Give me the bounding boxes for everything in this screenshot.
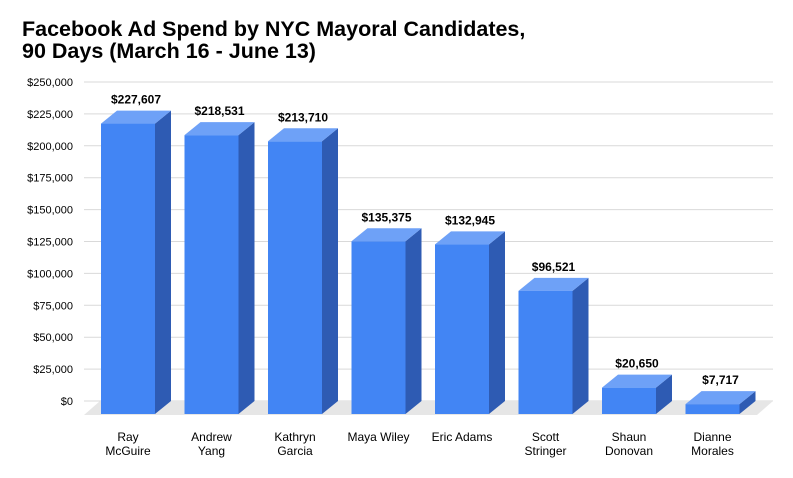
bar-top — [184, 122, 255, 136]
floor-plane — [84, 401, 773, 415]
bar — [101, 110, 171, 414]
data-label: $20,650 — [615, 357, 659, 371]
x-tick-label-line: Scott — [532, 430, 560, 444]
bar-top — [518, 277, 589, 291]
chart-floor — [84, 401, 773, 415]
x-tick-label-line: Morales — [691, 444, 734, 458]
y-tick-label: $200,000 — [27, 141, 73, 153]
y-tick-label: $125,000 — [27, 237, 73, 249]
x-tick-label-line: Andrew — [191, 430, 232, 444]
y-tick-label: $250,000 — [27, 77, 73, 89]
x-tick-label-line: Garcia — [277, 444, 313, 458]
chart-title: Facebook Ad Spend by NYC Mayoral Candida… — [22, 18, 525, 62]
bar-top — [602, 374, 672, 388]
y-tick-label: $0 — [61, 396, 73, 408]
bar-front — [101, 123, 155, 414]
bar-front — [435, 244, 489, 414]
bar — [351, 228, 422, 414]
x-tick-label-line: Maya Wiley — [347, 430, 409, 444]
bar-front — [602, 387, 656, 414]
bar-side — [656, 374, 672, 414]
bar-top — [268, 128, 338, 142]
x-tick-label-line: Dianne — [693, 430, 731, 444]
x-tick-label-line: Kathryn — [274, 430, 315, 444]
bar-front — [184, 135, 239, 414]
bar-top — [101, 110, 171, 124]
data-label: $227,607 — [111, 93, 161, 107]
x-tick-label-line: Yang — [198, 444, 225, 458]
data-label: $135,375 — [361, 210, 411, 224]
bar-front — [351, 241, 406, 414]
y-tick-label: $225,000 — [27, 109, 73, 121]
bars — [101, 110, 756, 415]
bar — [184, 122, 255, 414]
bar-side — [155, 110, 171, 414]
bar-front — [268, 141, 322, 415]
bar-side — [238, 122, 255, 414]
data-label: $218,531 — [194, 104, 244, 118]
bar-front — [518, 290, 573, 414]
y-tick-label: $25,000 — [33, 364, 73, 376]
data-label: $213,710 — [278, 110, 328, 124]
bar-front — [685, 404, 740, 414]
bar-top — [351, 228, 422, 242]
bar-side — [322, 128, 338, 415]
y-tick-label: $75,000 — [33, 300, 73, 312]
y-tick-label: $175,000 — [27, 173, 73, 185]
x-tick-label: Eric Adams — [432, 430, 493, 444]
x-tick-label-line: Eric Adams — [432, 430, 493, 444]
x-tick-label-line: Ray — [117, 430, 138, 444]
chart-title-line-2: 90 Days (March 16 - June 13) — [22, 39, 316, 63]
data-label: $96,521 — [532, 260, 576, 274]
y-tick-label: $50,000 — [33, 332, 73, 344]
bar — [518, 277, 589, 414]
data-labels: $227,607 $218,531 $213,710 $135,375 $132,945… — [111, 93, 739, 388]
bar — [685, 391, 756, 414]
bar — [602, 374, 672, 414]
bar-side — [739, 391, 756, 414]
bar — [268, 128, 338, 415]
x-tick-label-line: Stringer — [524, 444, 566, 458]
bar-side — [489, 231, 505, 414]
x-tick-label: Maya Wiley — [347, 430, 409, 444]
y-tick-label: $100,000 — [27, 268, 73, 280]
bar-top — [435, 231, 505, 245]
y-axis: $0 $25,000 $50,000 $75,000 $100,000 $125,000 $… — [27, 77, 73, 408]
x-tick-label-line: McGuire — [105, 444, 151, 458]
bar-side — [572, 277, 589, 414]
bar — [435, 231, 505, 414]
bar-side — [405, 228, 422, 414]
chart-title-line-1: Facebook Ad Spend by NYC Mayoral Candida… — [22, 17, 526, 41]
data-label: $7,717 — [702, 373, 739, 387]
x-tick-label-line: Donovan — [605, 444, 653, 458]
bar-top — [685, 391, 756, 405]
data-label: $132,945 — [445, 213, 495, 227]
y-tick-label: $150,000 — [27, 205, 73, 217]
x-tick-label-line: Shaun — [612, 430, 647, 444]
